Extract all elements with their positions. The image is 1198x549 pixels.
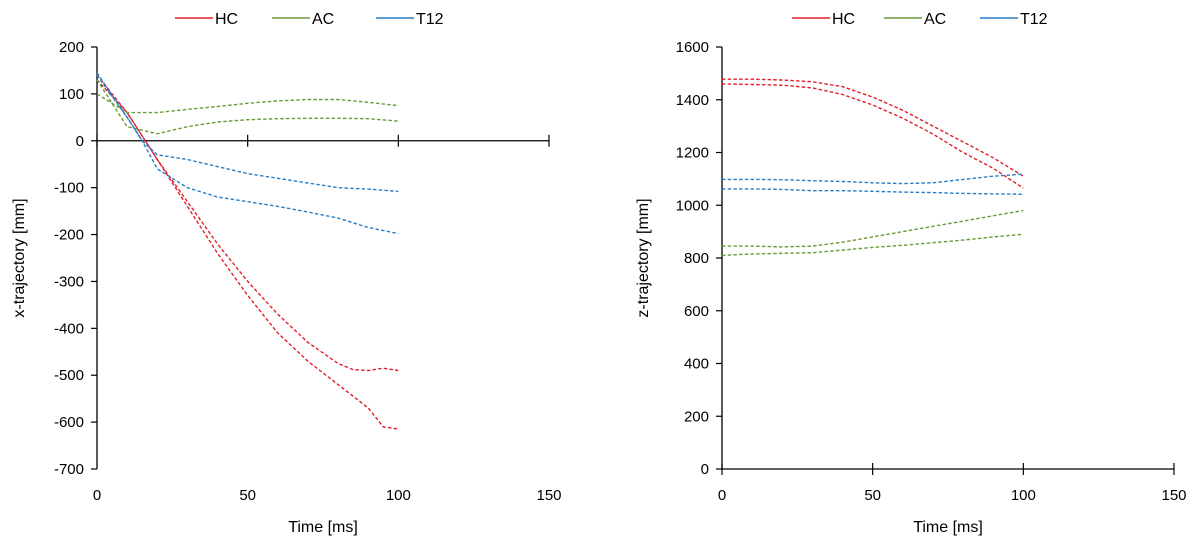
x-tick-label: 50 [864, 487, 881, 504]
y-tick-label: 1600 [676, 39, 709, 56]
x-tick-label: 150 [1161, 487, 1186, 504]
x-tick-label: 150 [536, 487, 561, 504]
y-tick-label: 1000 [676, 197, 709, 214]
legend-label-t12: T12 [1020, 11, 1048, 28]
series-line-t12-1 [722, 173, 1024, 185]
y-tick-label: -400 [54, 320, 84, 337]
series-line-hc-1 [96, 74, 399, 430]
chart-1: 200 100 0 -100 -200 -300 -400 -500 -600 -700 0 50 10… [11, 11, 562, 536]
y-tick-label: 800 [684, 250, 709, 267]
y-tick-label: -200 [54, 227, 84, 244]
legend-label-hc: HC [832, 11, 855, 28]
x-axis-label: Time [ms] [913, 519, 983, 536]
y-tick-label: -100 [54, 180, 84, 197]
y-tick-label: 1200 [676, 145, 709, 162]
y-tick-label: 200 [684, 408, 709, 425]
legend-label-t12: T12 [416, 11, 444, 28]
legend-label-ac: AC [312, 11, 334, 28]
legend-label-hc: HC [215, 11, 238, 28]
series-line-ac-2 [721, 233, 1024, 257]
x-axis-label: Time [ms] [288, 519, 358, 536]
y-tick-label: -300 [54, 273, 84, 290]
y-tick-label: 100 [59, 86, 84, 103]
x-tick-label: 50 [239, 487, 256, 504]
series-line-ac-1 [722, 209, 1024, 248]
legend-label-ac: AC [924, 11, 946, 28]
y-tick-label: 1400 [676, 92, 709, 109]
series-line-t12-2 [96, 72, 399, 235]
series-line-ac-2 [96, 79, 399, 135]
series-line-t12-2 [722, 188, 1024, 195]
y-tick-label: 0 [76, 133, 84, 150]
series-line-ac-1 [96, 93, 399, 114]
y-axis-label: x-trajectory [mm] [11, 198, 28, 317]
x-tick-label: 100 [1011, 487, 1036, 504]
chart-2: 1600 1400 1200 1000 800 600 400 200 00 50 100 150 Ti… [635, 11, 1187, 536]
y-tick-label: 200 [59, 39, 84, 56]
series-line-hc-2 [721, 83, 1024, 189]
y-tick-label: -700 [54, 461, 84, 478]
y-axis-label: z-trajectory [mm] [635, 198, 652, 317]
y-tick-label: 600 [684, 303, 709, 320]
x-tick-label: 0 [93, 487, 101, 504]
y-tick-label: 0 [701, 461, 709, 478]
x-tick-label: 100 [386, 487, 411, 504]
y-tick-label: 400 [684, 356, 709, 373]
series-line-hc-2 [96, 79, 399, 372]
x-tick-label: 0 [718, 487, 726, 504]
series-line-t12-1 [96, 74, 399, 193]
y-tick-label: -500 [54, 367, 84, 384]
y-tick-label: -600 [54, 414, 84, 431]
series-line-hc-1 [722, 78, 1024, 177]
